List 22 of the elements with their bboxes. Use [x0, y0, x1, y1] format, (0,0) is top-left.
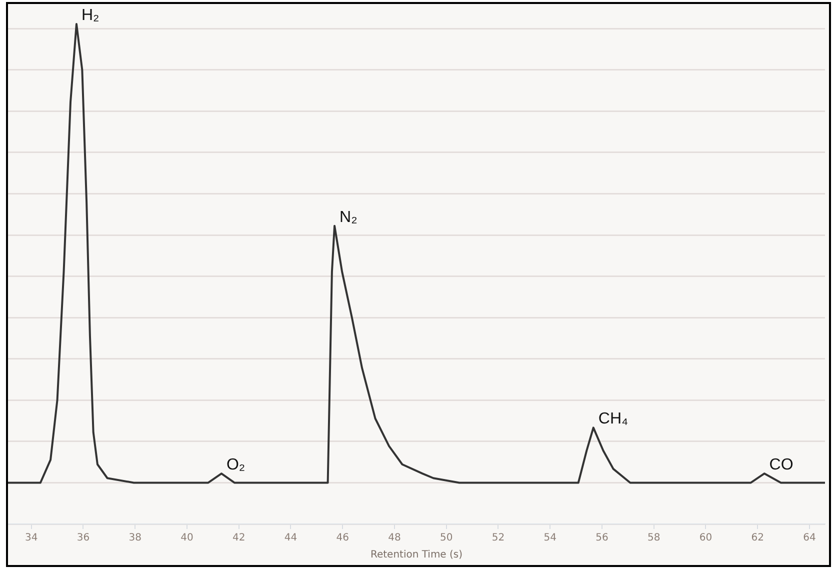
x-tick-label: 64	[803, 532, 816, 544]
annotation: O₂	[226, 456, 246, 474]
x-tick-label: 52	[492, 532, 505, 544]
x-tick-label: 34	[24, 532, 38, 544]
annotation: H₂	[81, 7, 100, 24]
x-tick-label: 58	[647, 532, 660, 544]
x-tick-label: 42	[232, 532, 246, 544]
annotation: CO	[769, 456, 794, 474]
x-tick-label: 54	[544, 532, 556, 544]
x-tick-label: 48	[388, 532, 401, 544]
x-tick-label: 36	[76, 532, 90, 544]
x-tick-label: 44	[284, 532, 298, 544]
x-tick-label: 40	[180, 532, 194, 544]
x-tick-label: 60	[699, 532, 712, 544]
x-tick-label: 56	[596, 532, 608, 544]
x-tick-label: 62	[751, 532, 764, 544]
annotation: CH₄	[598, 410, 628, 428]
x-axis-title: Retention Time (s)	[370, 550, 463, 561]
x-tick-label: 46	[336, 532, 349, 544]
annotation: N₂	[340, 208, 358, 226]
x-tick-label: 38	[128, 532, 142, 544]
x-tick-label: 50	[440, 532, 453, 544]
